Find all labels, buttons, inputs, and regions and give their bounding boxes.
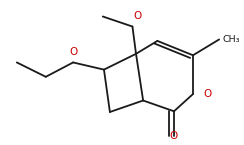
Text: O: O	[204, 89, 212, 99]
Text: O: O	[170, 131, 178, 141]
Text: CH₃: CH₃	[223, 35, 240, 44]
Text: O: O	[133, 11, 141, 21]
Text: O: O	[69, 47, 77, 57]
